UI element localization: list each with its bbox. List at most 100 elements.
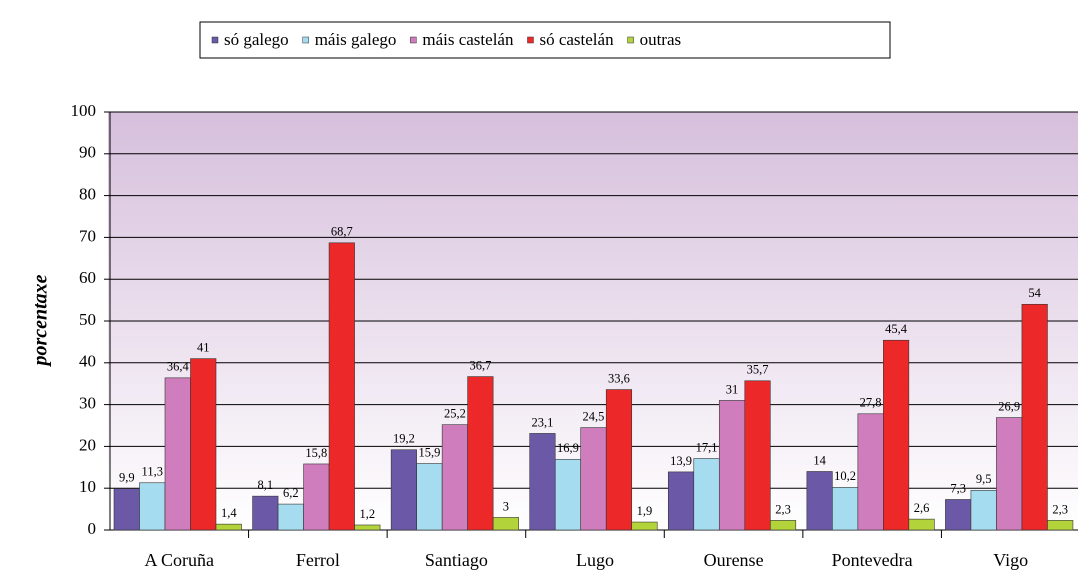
- bar: [857, 413, 884, 531]
- x-tick-label: Ourense: [704, 550, 764, 570]
- bar: [215, 523, 242, 531]
- bar: [416, 463, 443, 531]
- bar: [806, 471, 833, 531]
- bar: [883, 339, 910, 531]
- bar: [529, 433, 556, 531]
- y-tick-label: 30: [79, 394, 96, 413]
- bar: [328, 242, 355, 531]
- value-label: 2,3: [775, 502, 791, 516]
- bar: [605, 389, 633, 531]
- bar: [492, 517, 519, 531]
- bar: [631, 521, 658, 531]
- legend-label: só galego: [224, 30, 289, 49]
- y-tick-label: 90: [79, 143, 96, 162]
- bar: [1047, 520, 1074, 531]
- y-tick-label: 80: [79, 185, 96, 204]
- bar: [1021, 303, 1048, 531]
- value-label: 1,2: [360, 507, 376, 521]
- bar: [554, 459, 582, 531]
- y-tick-label: 0: [88, 519, 97, 538]
- legend-swatch: [302, 36, 309, 44]
- legend-label: máis galego: [315, 30, 397, 49]
- y-tick-label: 20: [79, 435, 96, 454]
- legend-swatch: [211, 36, 219, 44]
- value-label: 9,9: [119, 470, 135, 484]
- x-tick-label: Pontevedra: [832, 550, 913, 570]
- bar: [467, 376, 494, 531]
- bar: [390, 449, 417, 531]
- value-label: 54: [1028, 286, 1041, 300]
- bar: [113, 488, 140, 531]
- value-label: 17,1: [696, 440, 718, 454]
- legend-swatch: [627, 36, 634, 44]
- value-label: 36,7: [469, 358, 491, 372]
- value-label: 9,5: [976, 472, 992, 486]
- bar: [744, 380, 771, 531]
- value-label: 14: [813, 453, 826, 467]
- value-label: 13,9: [670, 454, 692, 468]
- bar: [908, 518, 935, 531]
- bar: [441, 424, 468, 531]
- bar: [769, 520, 797, 531]
- value-label: 2,3: [1052, 502, 1068, 516]
- bar: [252, 495, 279, 531]
- y-tick-label: 40: [79, 352, 96, 371]
- x-tick-label: Vigo: [993, 550, 1028, 570]
- value-label: 33,6: [608, 371, 630, 385]
- value-label: 1,4: [221, 506, 237, 520]
- value-label: 41: [197, 340, 210, 354]
- value-label: 25,2: [444, 407, 466, 421]
- legend-label: outras: [640, 30, 682, 49]
- bar: [718, 400, 746, 531]
- bar: [832, 487, 859, 531]
- value-label: 24,5: [583, 409, 605, 423]
- bar: [945, 499, 972, 531]
- value-label: 16,9: [557, 441, 579, 455]
- value-label: 31: [726, 382, 739, 396]
- bar: [693, 458, 720, 531]
- value-label: 8,1: [258, 478, 274, 492]
- y-tick-label: 70: [79, 226, 96, 245]
- x-tick-label: Ferrol: [296, 550, 340, 570]
- bar: [164, 377, 191, 531]
- value-label: 45,4: [885, 322, 908, 336]
- x-tick-label: A Coruña: [145, 550, 215, 570]
- y-tick-label: 100: [71, 101, 97, 120]
- bar: [354, 524, 381, 531]
- bar: [580, 427, 607, 531]
- y-tick-label: 50: [79, 310, 96, 329]
- value-label: 27,8: [860, 396, 882, 410]
- value-label: 68,7: [331, 225, 353, 239]
- x-tick-label: Lugo: [576, 550, 614, 570]
- bar: [667, 471, 695, 531]
- value-label: 6,2: [283, 486, 299, 500]
- legend-label: só castelán: [539, 30, 614, 49]
- x-tick-label: Santiago: [425, 550, 488, 570]
- value-label: 10,2: [834, 469, 856, 483]
- value-label: 19,2: [393, 432, 415, 446]
- bar: [190, 358, 217, 531]
- y-axis-label: porcentaxe: [30, 274, 52, 367]
- y-tick-label: 10: [79, 477, 96, 496]
- value-label: 15,9: [418, 445, 440, 459]
- value-label: 3: [503, 499, 509, 513]
- value-label: 23,1: [532, 415, 554, 429]
- legend-label: máis castelán: [422, 30, 514, 49]
- bar: [139, 482, 166, 531]
- value-label: 1,9: [637, 504, 653, 518]
- bar: [970, 489, 997, 531]
- value-label: 15,8: [305, 446, 327, 460]
- bar: [277, 503, 304, 531]
- legend-swatch: [527, 36, 534, 44]
- bar: [303, 463, 330, 531]
- bar: [996, 417, 1023, 531]
- value-label: 2,6: [914, 501, 930, 515]
- value-label: 7,3: [950, 481, 966, 495]
- value-label: 11,3: [142, 465, 163, 479]
- value-label: 26,9: [998, 399, 1020, 413]
- value-label: 36,4: [167, 360, 190, 374]
- legend-swatch: [410, 36, 417, 44]
- y-tick-label: 60: [79, 268, 96, 287]
- value-label: 35,7: [747, 363, 769, 377]
